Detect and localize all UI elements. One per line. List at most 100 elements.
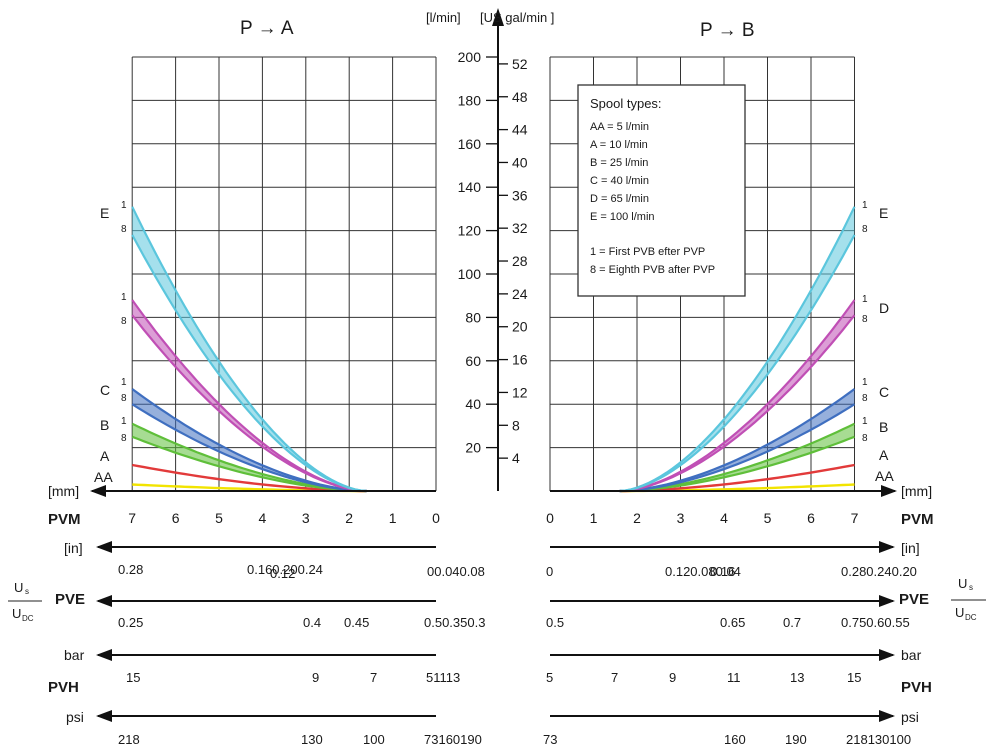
y-tick-label-lmin: 120 — [458, 223, 482, 239]
pve-name-left: PVE — [55, 591, 85, 608]
ratio-right-bottom: U — [955, 605, 964, 620]
band-right-d-eighth: 8 — [862, 314, 868, 325]
ratio-right-top: U — [958, 576, 967, 591]
pvm-tick-left: 2 — [345, 510, 353, 526]
y-tick-label-lmin: 80 — [465, 309, 481, 325]
y-tick-label-lmin: 180 — [458, 92, 482, 108]
pvh-unit-left: bar — [64, 647, 85, 663]
inch-right-3: 0.16 — [710, 564, 735, 579]
band-right-e-first: 1 — [862, 200, 868, 211]
y-tick-label-usgal: 44 — [512, 122, 528, 138]
band-left-d-first: 1 — [121, 292, 127, 303]
band-left-d-eighth: 8 — [121, 316, 127, 327]
y-tick-label-lmin: 100 — [458, 266, 482, 282]
pvm-tick-right: 3 — [677, 510, 685, 526]
legend: Spool types: AA = 5 l/min A = 10 l/min B… — [577, 84, 746, 297]
pvh-right-3: 9 — [669, 670, 676, 685]
pvm-tick-left: 3 — [302, 510, 310, 526]
y-tick-label-usgal: 32 — [512, 220, 528, 236]
ratio-left: U s U DC — [8, 580, 42, 623]
pvm-tick-left: 1 — [389, 510, 397, 526]
tag-right-d: D — [879, 300, 889, 316]
title-p-to-a: P → A — [240, 18, 294, 39]
pvh-right-5: 13 — [790, 670, 804, 685]
inch-axis-left-arrowhead — [96, 541, 112, 553]
inch-left-3: 0.12 — [270, 566, 295, 581]
legend-item-d: D = 65 l/min — [590, 193, 649, 205]
curve-b-left-eighth — [131, 435, 367, 493]
y-tick-label-lmin: 20 — [465, 440, 481, 456]
legend-item-e: E = 100 l/min — [590, 211, 655, 223]
band-right-e-eighth: 8 — [862, 224, 868, 235]
y-tick-label-usgal: 48 — [512, 89, 528, 105]
legend-item-c: C = 40 l/min — [590, 175, 649, 187]
inch-right-1: 0 — [546, 564, 553, 579]
ratio-left-bottom-sub: DC — [22, 614, 34, 623]
pve-right-2: 0.65 — [720, 615, 745, 630]
legend-title: Spool types: — [590, 96, 662, 111]
tag-left-e: E — [100, 205, 109, 221]
y-tick-label-usgal: 20 — [512, 319, 528, 335]
band-right-c-eighth: 8 — [862, 393, 868, 404]
pvm-name-right: PVM — [901, 511, 934, 528]
pvm-tick-left: 5 — [215, 510, 223, 526]
pvh-left-1: 15 — [126, 670, 140, 685]
pve-right-1: 0.5 — [546, 615, 564, 630]
psi-right-4: 218130100 — [846, 732, 911, 747]
psi-left-3: 100 — [363, 732, 385, 747]
pvm-tick-left: 7 — [128, 510, 136, 526]
y-tick-label-usgal: 52 — [512, 56, 528, 72]
psi-axis-left-arrowhead — [96, 710, 112, 722]
inch-right-2: 0.120.080.04 — [665, 564, 741, 579]
inch-values-right: 0 0.120.080.04 0.16 0.280.240.20 — [546, 564, 917, 579]
band-left-e-eighth: 8 — [121, 224, 127, 235]
psi-axis-right-arrowhead — [879, 710, 895, 722]
y-tick-label-usgal: 16 — [512, 352, 528, 368]
curve-e-right-first — [619, 206, 856, 493]
y-axis-arrowhead — [492, 8, 504, 26]
pve-left-2: 0.4 — [303, 615, 321, 630]
band-left-c-eighth: 8 — [121, 393, 127, 404]
pve-values-left: 0.25 0.4 0.45 0.50.350.3 — [118, 615, 485, 630]
pve-name-right: PVE — [899, 591, 929, 608]
pvh-left-4: 51113 — [426, 670, 460, 685]
pve-left-3: 0.45 — [344, 615, 369, 630]
y-tick-label-lmin: 200 — [458, 49, 482, 65]
pvh-name-right: PVH — [901, 679, 932, 696]
pvm-tick-right: 7 — [851, 510, 859, 526]
ratio-right-bottom-sub: DC — [965, 613, 977, 622]
legend-item-aa: AA = 5 l/min — [590, 121, 649, 133]
psi-values-right: 73 160 190 218130100 — [543, 732, 911, 747]
psi-right-2: 160 — [724, 732, 746, 747]
tag-left-aa: AA — [94, 469, 113, 485]
pvh-values-right: 5 7 9 11 13 15 — [546, 670, 861, 685]
tag-right-e: E — [879, 205, 888, 221]
pvh-axis-right-arrowhead — [879, 649, 895, 661]
pvm-tick-right: 6 — [807, 510, 815, 526]
pvm-unit-left: [mm] — [48, 483, 79, 499]
y-unit-usgal: [US gal/min ] — [480, 10, 554, 25]
tag-left-b: B — [100, 417, 109, 433]
curve-e-left-first — [131, 206, 367, 493]
inch-left-1: 0.28 — [118, 562, 143, 577]
y-unit-lmin: [l/min] — [426, 10, 461, 25]
ratio-right: U s U DC — [951, 576, 986, 622]
pvh-left-2: 9 — [312, 670, 319, 685]
ratio-left-bottom: U — [12, 606, 21, 621]
curve-e-left-eighth — [131, 234, 367, 493]
curve-c-left-eighth — [131, 403, 367, 493]
pvh-name-left: PVH — [48, 679, 79, 696]
pvm-unit-right: [mm] — [901, 483, 932, 499]
y-tick-label-usgal: 12 — [512, 384, 528, 400]
band-left-c-first: 1 — [121, 377, 127, 388]
inch-unit-right: [in] — [901, 540, 920, 556]
pvm-tick-left: 0 — [432, 510, 440, 526]
pve-axis-right-arrowhead — [879, 595, 895, 607]
ratio-right-top-sub: s — [969, 583, 973, 592]
pvm-tick-right: 0 — [546, 510, 554, 526]
psi-unit-right: psi — [901, 709, 919, 725]
flow-curves — [131, 206, 856, 493]
pve-right-3: 0.7 — [783, 615, 801, 630]
legend-box — [577, 84, 746, 297]
inch-values-left: 0.28 0.160.200.24 0.12 00.040.08 — [118, 562, 485, 581]
